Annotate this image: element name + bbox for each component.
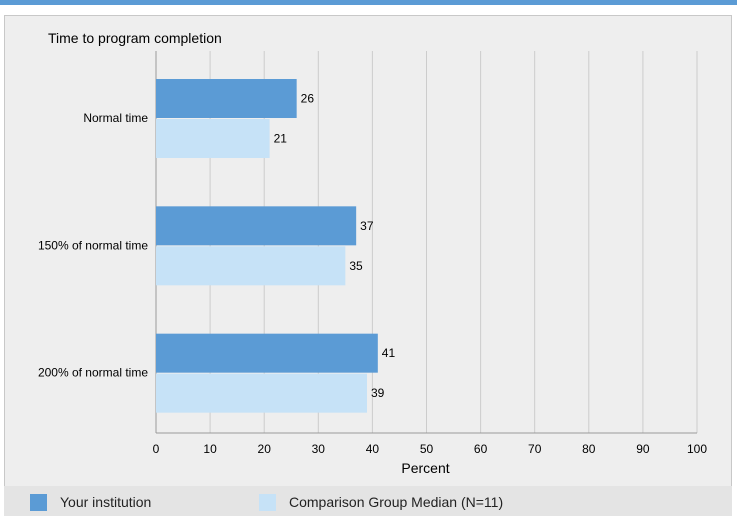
x-tick-label-30: 30 xyxy=(312,442,326,456)
legend xyxy=(4,486,732,516)
bar-value-label-1-1: 35 xyxy=(349,259,363,273)
category-label-2: 200% of normal time xyxy=(38,366,148,380)
x-tick-label-100: 100 xyxy=(687,442,707,456)
x-tick-label-0: 0 xyxy=(153,442,160,456)
x-tick-label-50: 50 xyxy=(420,442,434,456)
x-tick-label-40: 40 xyxy=(366,442,380,456)
x-axis-title: Percent xyxy=(401,460,449,476)
x-tick-label-80: 80 xyxy=(582,442,596,456)
legend-item-0: Your institution xyxy=(30,493,151,511)
bar-1-0 xyxy=(156,206,357,246)
bar-0-0 xyxy=(156,79,297,118)
bar-2-1 xyxy=(156,373,367,413)
top-accent-bar xyxy=(0,0,737,5)
legend-label-1: Comparison Group Median (N=11) xyxy=(289,494,504,510)
bar-0-1 xyxy=(156,119,270,158)
bar-value-label-0-1: 21 xyxy=(274,132,288,146)
category-label-1: 150% of normal time xyxy=(38,238,148,252)
category-label-0: Normal time xyxy=(83,111,148,125)
bar-value-label-2-0: 41 xyxy=(382,346,396,360)
x-tick-label-10: 10 xyxy=(203,442,217,456)
x-tick-label-90: 90 xyxy=(636,442,650,456)
bar-value-label-2-1: 39 xyxy=(371,386,385,400)
bar-2-0 xyxy=(156,333,378,373)
legend-swatch-0 xyxy=(30,493,47,511)
x-tick-label-70: 70 xyxy=(528,442,542,456)
bar-value-label-1-0: 37 xyxy=(360,219,374,233)
bar-value-label-0-0: 26 xyxy=(301,92,315,106)
x-tick-label-20: 20 xyxy=(258,442,272,456)
chart-title: Time to program completion xyxy=(48,30,222,46)
x-tick-label-60: 60 xyxy=(474,442,488,456)
legend-item-1: Comparison Group Median (N=11) xyxy=(259,493,503,511)
legend-swatch-1 xyxy=(259,493,276,511)
bar-1-1 xyxy=(156,246,346,286)
legend-label-0: Your institution xyxy=(60,494,152,510)
